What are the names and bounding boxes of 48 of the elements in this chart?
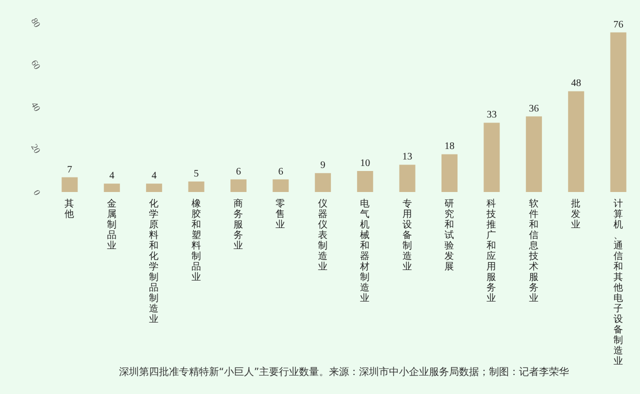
bar: [272, 179, 289, 192]
bar: [357, 171, 374, 192]
bar: [526, 116, 542, 192]
data-label: 48: [571, 78, 582, 90]
category-label: 计算机、通信和其他电子设备制造业: [613, 200, 624, 367]
data-label: 18: [444, 141, 455, 152]
data-label: 33: [486, 110, 497, 121]
bar: [314, 173, 331, 192]
x-tick-label: 研究和试验发展: [444, 198, 455, 272]
bar: [568, 91, 584, 192]
x-tick-label: 零售业: [276, 198, 286, 230]
bar: [484, 122, 500, 192]
data-label: 5: [194, 168, 199, 180]
category-label: 化学原料和化学制品制造业: [149, 200, 160, 325]
bar: [441, 154, 458, 192]
data-label: 10: [360, 158, 370, 169]
text: 深圳第四批准专精特新“小巨人”主要行业数量。来源：深圳市中小企业服务局数据；制图：记者李荣华: [118, 366, 570, 378]
category-label: 软件和信息技术服务业: [528, 200, 539, 304]
x-tick-label: 其他: [64, 198, 75, 220]
data-label: 6: [236, 166, 241, 178]
bar: [399, 164, 416, 192]
bar: [230, 179, 247, 192]
bar: [104, 184, 120, 192]
data-label: 4: [109, 170, 114, 182]
bar: [188, 182, 204, 192]
x-tick-label: 仪器仪表制造业: [318, 198, 328, 272]
data-label: 6: [278, 166, 284, 178]
y-tick-label: 0: [31, 188, 43, 198]
x-tick-label: 橡胶和塑料制品业: [191, 198, 202, 283]
category-label: 电气机械和器材制造业: [360, 200, 370, 304]
data-label: 36: [528, 103, 539, 114]
category-label: 科技推广和应用服务业: [486, 200, 497, 304]
x-tick-label: 专用设备制造业: [402, 198, 412, 272]
data-label: 13: [402, 152, 412, 163]
data-label: 4: [152, 170, 157, 182]
bar: [610, 32, 626, 192]
data-label: 9: [320, 160, 326, 172]
y-tick-label: 60: [29, 58, 43, 72]
y-tick-label: 40: [29, 100, 43, 114]
data-label: 7: [67, 164, 72, 176]
x-tick-label: 商务服务业: [233, 198, 244, 252]
x-tick-label: 批发业: [571, 198, 582, 230]
bar: [62, 177, 78, 192]
x-tick-label: 金属制品业: [106, 198, 117, 252]
bar: [146, 184, 162, 192]
data-label: 76: [613, 19, 624, 30]
y-tick-label: 20: [29, 142, 43, 156]
y-tick-label: 80: [29, 16, 43, 30]
